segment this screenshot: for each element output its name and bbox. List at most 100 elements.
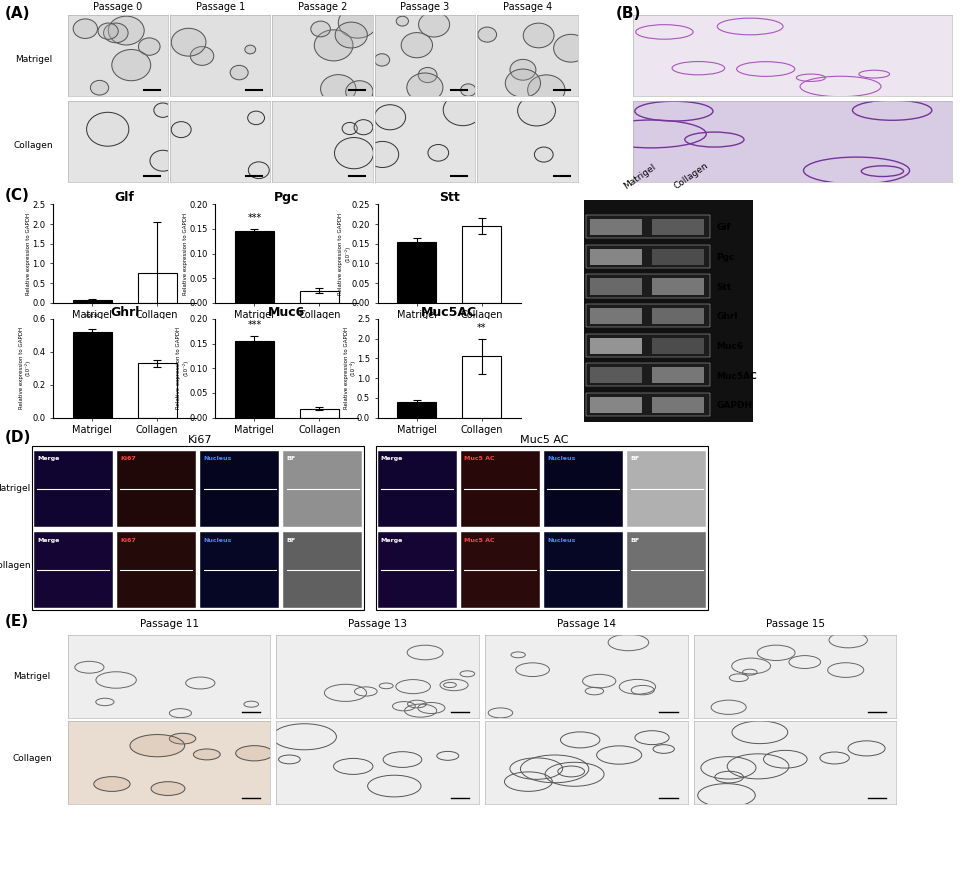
Circle shape [171, 29, 206, 56]
Circle shape [505, 69, 541, 98]
Circle shape [91, 81, 109, 95]
Text: Collagen: Collagen [12, 754, 52, 762]
Title: Ghrl: Ghrl [110, 306, 139, 319]
Title: Muc5AC: Muc5AC [421, 306, 477, 319]
Circle shape [138, 38, 160, 56]
FancyBboxPatch shape [589, 367, 641, 383]
Text: Muc5 AC: Muc5 AC [464, 456, 495, 461]
Text: Muc5AC: Muc5AC [717, 372, 757, 381]
Text: (C): (C) [5, 188, 30, 202]
Title: Muc6: Muc6 [269, 306, 305, 319]
Circle shape [524, 23, 554, 47]
Text: Passage 3: Passage 3 [401, 2, 449, 12]
Text: Passage 11: Passage 11 [139, 619, 199, 629]
Text: ***: *** [247, 213, 262, 223]
Circle shape [510, 59, 536, 80]
Circle shape [334, 138, 374, 168]
FancyBboxPatch shape [589, 219, 641, 236]
Text: Passage 13: Passage 13 [348, 619, 408, 629]
Text: BF: BF [286, 456, 296, 461]
FancyBboxPatch shape [589, 249, 641, 265]
Circle shape [396, 16, 409, 26]
Text: ***: *** [85, 313, 99, 323]
Text: Passage 14: Passage 14 [556, 619, 616, 629]
Circle shape [112, 49, 151, 81]
Circle shape [108, 16, 144, 45]
Bar [235, 231, 274, 303]
Circle shape [171, 122, 191, 138]
Circle shape [73, 19, 98, 39]
Circle shape [534, 147, 554, 162]
Circle shape [154, 103, 172, 117]
Circle shape [375, 105, 406, 130]
Circle shape [151, 781, 185, 796]
FancyBboxPatch shape [586, 393, 710, 416]
Text: Matrigel: Matrigel [0, 484, 30, 494]
Bar [462, 357, 501, 418]
Title: Stt: Stt [439, 191, 460, 204]
Text: Matrigel: Matrigel [14, 672, 50, 681]
FancyBboxPatch shape [586, 364, 710, 386]
Circle shape [428, 144, 448, 161]
Text: Muc6: Muc6 [717, 342, 744, 351]
Circle shape [338, 7, 377, 39]
Y-axis label: Relative expression to GAPDH
(10⁻⁴): Relative expression to GAPDH (10⁻⁴) [344, 327, 355, 409]
Text: Gif: Gif [717, 223, 731, 232]
Circle shape [418, 67, 437, 82]
Text: Collagen: Collagen [14, 141, 54, 150]
Circle shape [554, 34, 588, 62]
Text: Passage 15: Passage 15 [765, 619, 825, 629]
Bar [235, 341, 274, 418]
FancyBboxPatch shape [652, 219, 704, 236]
Circle shape [478, 27, 497, 42]
Text: Merge: Merge [37, 456, 59, 461]
Circle shape [366, 142, 399, 168]
Bar [137, 364, 177, 418]
Circle shape [248, 162, 270, 178]
Bar [397, 401, 437, 418]
Text: Muc5 AC: Muc5 AC [520, 435, 568, 444]
Circle shape [236, 745, 273, 761]
Circle shape [247, 111, 265, 125]
Y-axis label: Relative expression to GAPDH: Relative expression to GAPDH [26, 212, 31, 295]
FancyBboxPatch shape [589, 308, 641, 324]
Text: Merge: Merge [381, 456, 403, 461]
Bar [299, 409, 339, 418]
FancyBboxPatch shape [586, 333, 710, 357]
Text: (B): (B) [615, 6, 640, 21]
Circle shape [418, 12, 449, 37]
FancyBboxPatch shape [589, 397, 641, 413]
FancyBboxPatch shape [652, 367, 704, 383]
Bar [72, 299, 112, 303]
Text: Pgc: Pgc [717, 253, 735, 263]
Text: Nucleus: Nucleus [203, 456, 232, 461]
Text: Merge: Merge [381, 538, 403, 543]
Circle shape [311, 22, 330, 37]
Text: (A): (A) [5, 6, 30, 21]
Y-axis label: Relative expression to GAPDH: Relative expression to GAPDH [183, 212, 188, 295]
Circle shape [518, 96, 555, 126]
FancyBboxPatch shape [589, 338, 641, 354]
Text: Nucleus: Nucleus [547, 456, 576, 461]
Circle shape [321, 74, 356, 103]
Circle shape [230, 65, 248, 80]
Text: Matrigel: Matrigel [622, 162, 657, 191]
Bar [137, 273, 177, 303]
Circle shape [99, 23, 118, 39]
Text: (E): (E) [5, 615, 29, 629]
Text: Matrigel: Matrigel [15, 55, 52, 64]
Circle shape [190, 47, 213, 65]
Circle shape [169, 733, 196, 744]
Circle shape [314, 30, 353, 61]
Circle shape [193, 749, 220, 760]
FancyBboxPatch shape [586, 304, 710, 327]
Text: GAPDH: GAPDH [717, 401, 753, 410]
Text: Merge: Merge [37, 538, 59, 543]
Circle shape [355, 120, 373, 134]
Circle shape [335, 22, 367, 48]
Title: Pgc: Pgc [274, 191, 299, 204]
Text: Passage 4: Passage 4 [503, 2, 552, 12]
Circle shape [94, 777, 130, 791]
Text: Collagen: Collagen [0, 561, 32, 571]
Circle shape [103, 23, 128, 43]
